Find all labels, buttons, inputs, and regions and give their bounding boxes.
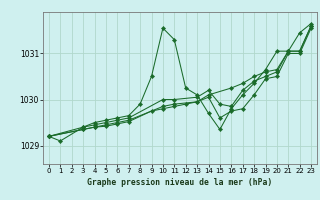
- X-axis label: Graphe pression niveau de la mer (hPa): Graphe pression niveau de la mer (hPa): [87, 178, 273, 187]
